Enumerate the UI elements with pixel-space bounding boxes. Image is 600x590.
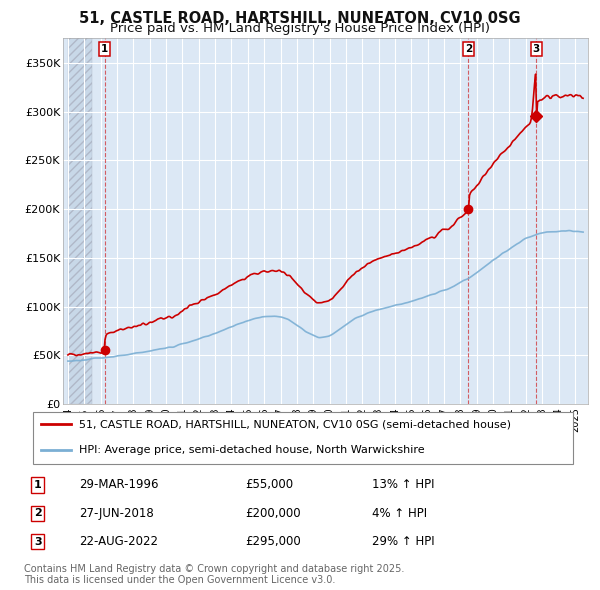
Text: Contains HM Land Registry data © Crown copyright and database right 2025.
This d: Contains HM Land Registry data © Crown c… <box>24 563 404 585</box>
Text: 2: 2 <box>465 44 472 54</box>
Text: 51, CASTLE ROAD, HARTSHILL, NUNEATON, CV10 0SG (semi-detached house): 51, CASTLE ROAD, HARTSHILL, NUNEATON, CV… <box>79 419 511 429</box>
Text: Price paid vs. HM Land Registry's House Price Index (HPI): Price paid vs. HM Land Registry's House … <box>110 22 490 35</box>
Text: 27-JUN-2018: 27-JUN-2018 <box>79 507 154 520</box>
Text: 2: 2 <box>34 509 41 518</box>
Text: £295,000: £295,000 <box>245 535 301 548</box>
Text: HPI: Average price, semi-detached house, North Warwickshire: HPI: Average price, semi-detached house,… <box>79 445 425 455</box>
Text: 1: 1 <box>34 480 41 490</box>
Text: 51, CASTLE ROAD, HARTSHILL, NUNEATON, CV10 0SG: 51, CASTLE ROAD, HARTSHILL, NUNEATON, CV… <box>79 11 521 25</box>
Text: 22-AUG-2022: 22-AUG-2022 <box>79 535 158 548</box>
Text: 13% ↑ HPI: 13% ↑ HPI <box>372 478 434 491</box>
Text: £200,000: £200,000 <box>245 507 301 520</box>
Text: £55,000: £55,000 <box>245 478 293 491</box>
Text: 3: 3 <box>533 44 540 54</box>
Text: 29% ↑ HPI: 29% ↑ HPI <box>372 535 434 548</box>
Text: 4% ↑ HPI: 4% ↑ HPI <box>372 507 427 520</box>
Text: 29-MAR-1996: 29-MAR-1996 <box>79 478 158 491</box>
FancyBboxPatch shape <box>33 412 573 464</box>
Text: 1: 1 <box>101 44 108 54</box>
Text: 3: 3 <box>34 537 41 546</box>
